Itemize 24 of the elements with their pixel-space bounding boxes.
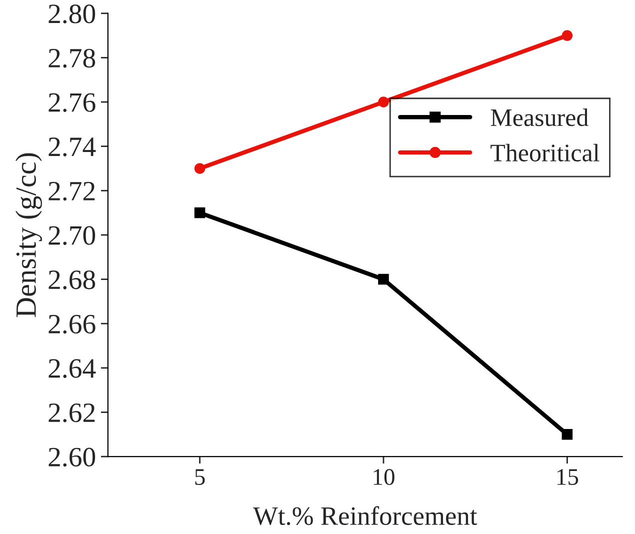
y-tick-label: 2.74 bbox=[48, 138, 96, 156]
y-tick-label: 2.68 bbox=[48, 270, 96, 290]
x-tick-label: 15 bbox=[557, 469, 578, 485]
y-tick-label: 2.76 bbox=[48, 93, 96, 112]
x-tick-label: 5 bbox=[195, 469, 205, 485]
point bbox=[562, 30, 573, 41]
point bbox=[378, 274, 389, 285]
legend-label: Theoritical bbox=[490, 144, 600, 162]
legend-label: Measured bbox=[490, 108, 588, 126]
y-tick-label: 2.64 bbox=[48, 359, 96, 378]
y-tick-label: 2.80 bbox=[48, 4, 96, 24]
y-tick-label: 2.70 bbox=[48, 226, 96, 245]
y-tick-label: 2.72 bbox=[48, 182, 95, 201]
y-tick-label: 2.62 bbox=[48, 403, 95, 422]
x-tick-label: 10 bbox=[374, 469, 394, 485]
x-axis-title: Wt.% Reinforcement bbox=[253, 506, 478, 526]
point bbox=[378, 96, 389, 108]
y-tick-label: 2.78 bbox=[48, 48, 96, 68]
y-axis-title: Density (g/cc) bbox=[15, 153, 42, 318]
y-tick-label: 2.66 bbox=[48, 314, 96, 334]
point bbox=[194, 207, 206, 218]
point bbox=[562, 429, 573, 440]
y-tick-label: 2.60 bbox=[48, 448, 96, 467]
point bbox=[194, 163, 206, 174]
